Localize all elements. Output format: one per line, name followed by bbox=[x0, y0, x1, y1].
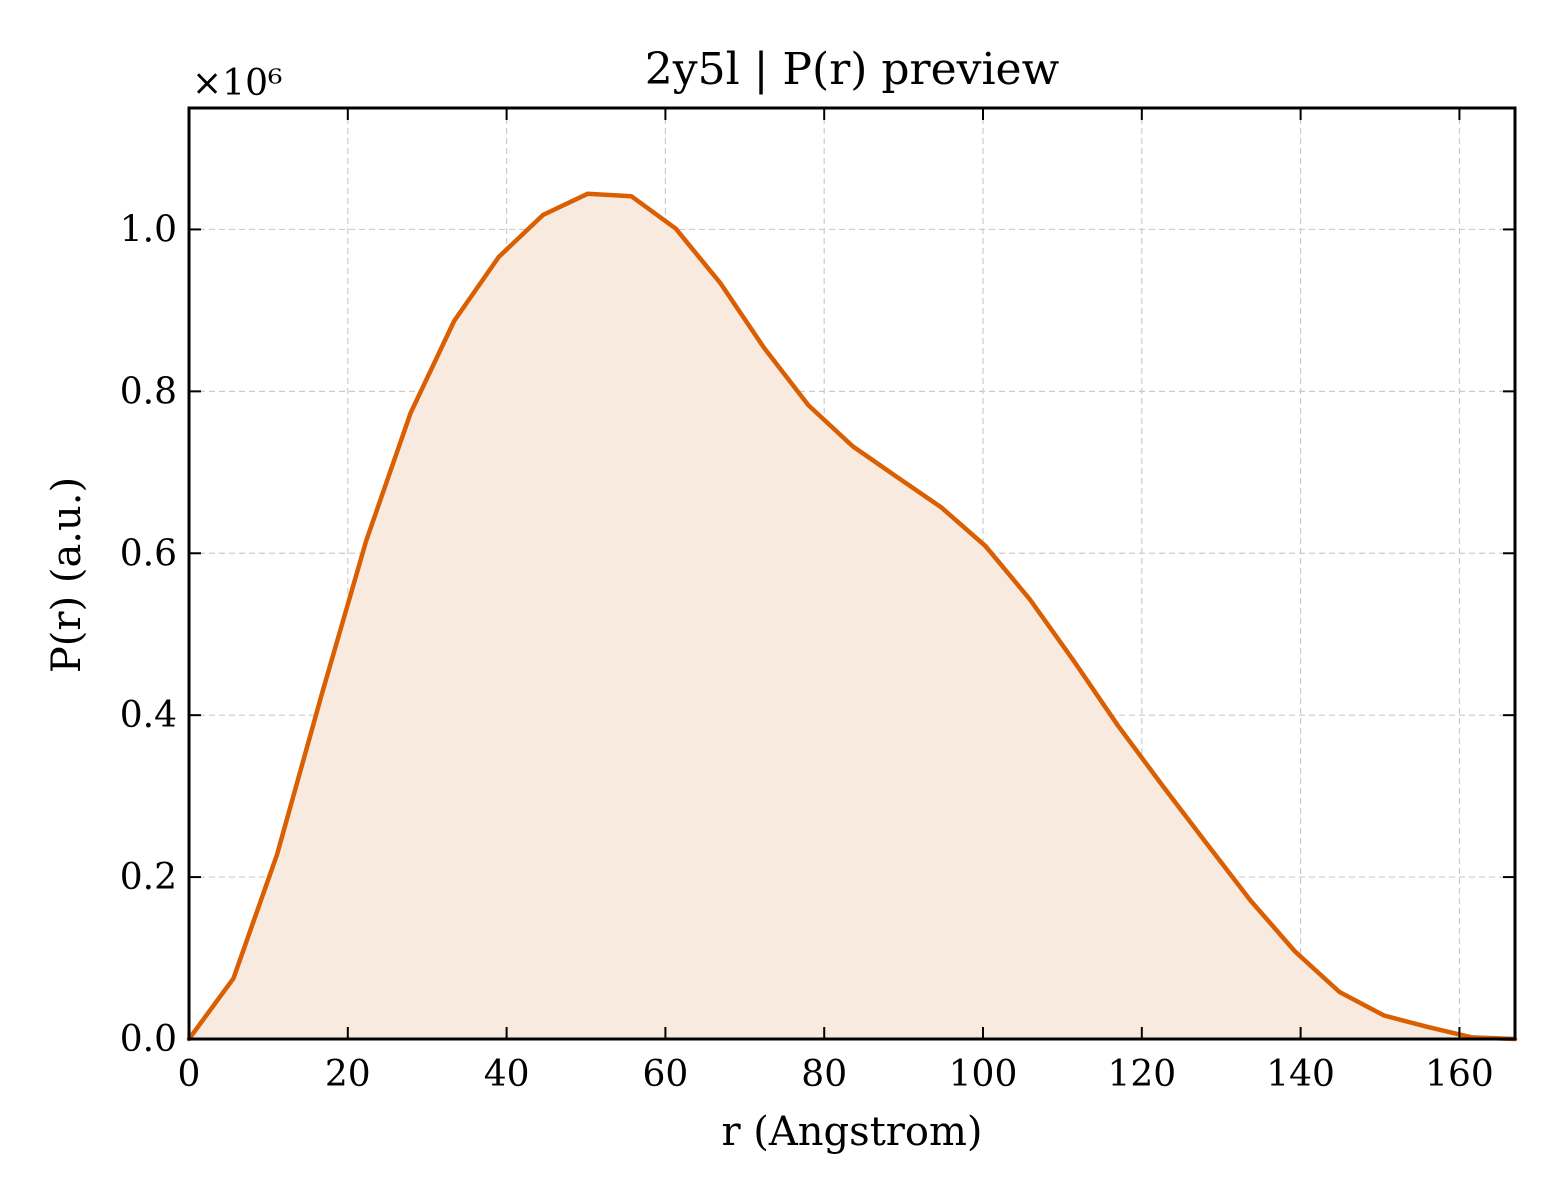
y-tick-label: 0.8 bbox=[120, 371, 177, 412]
x-tick-label: 80 bbox=[801, 1054, 847, 1095]
y-tick-label: 0.2 bbox=[120, 857, 177, 898]
x-axis-ticks: 0 20 40 60 80 100 120 140 160 bbox=[178, 108, 1494, 1095]
series-line bbox=[186, 191, 1518, 1042]
y-tick-label: 0.4 bbox=[120, 695, 177, 736]
area-fill bbox=[189, 193, 1515, 1040]
y-tick-label: 1.0 bbox=[120, 209, 177, 250]
x-tick-label: 0 bbox=[178, 1054, 201, 1095]
plot-frame bbox=[187, 106, 1517, 1041]
x-tick-label: 60 bbox=[643, 1054, 689, 1095]
x-tick-label: 20 bbox=[325, 1054, 371, 1095]
y-multiplier-label: ×10⁶ bbox=[192, 63, 282, 104]
y-axis-ticks: 0.0 0.2 0.4 0.6 0.8 1.0 bbox=[120, 209, 1515, 1060]
chart-title: 2y5l | P(r) preview bbox=[645, 44, 1060, 95]
y-axis-label: P(r) (a.u.) bbox=[44, 477, 90, 673]
y-tick-label: 0.6 bbox=[120, 533, 177, 574]
x-tick-label: 160 bbox=[1425, 1054, 1494, 1095]
x-tick-label: 40 bbox=[484, 1054, 530, 1095]
x-tick-label: 100 bbox=[949, 1054, 1018, 1095]
x-tick-label: 140 bbox=[1266, 1054, 1335, 1095]
x-axis-label: r (Angstrom) bbox=[721, 1109, 982, 1155]
y-tick-label: 0.0 bbox=[120, 1019, 177, 1060]
x-tick-label: 120 bbox=[1107, 1054, 1176, 1095]
